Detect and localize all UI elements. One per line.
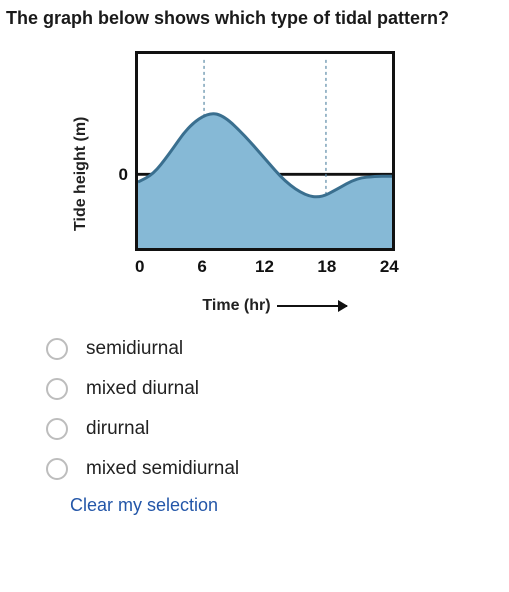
x-tick: 18: [317, 257, 336, 277]
x-tick-labels: 06121824: [135, 257, 395, 279]
option-label: mixed semidiurnal: [86, 458, 239, 480]
x-tick: 12: [255, 257, 274, 277]
option-row[interactable]: mixed diurnal: [46, 369, 509, 409]
radio-icon[interactable]: [46, 418, 68, 440]
x-tick: 6: [197, 257, 206, 277]
option-row[interactable]: semidiurnal: [46, 329, 509, 369]
chart-container: Tide height (m) 0 0 6 12 18 24 Time (hr): [0, 33, 509, 317]
option-label: semidiurnal: [86, 338, 183, 360]
x-tick: 0: [135, 257, 144, 277]
options-list: semidiurnal mixed diurnal dirurnal mixed…: [0, 317, 509, 489]
clear-selection-link[interactable]: Clear my selection: [0, 489, 509, 516]
chart-inner: Tide height (m) 0 06121824 Time (hr): [95, 51, 415, 311]
x-axis-label: Time (hr): [202, 297, 270, 315]
y-axis-label: Tide height (m): [72, 117, 90, 231]
option-label: mixed diurnal: [86, 378, 199, 400]
arrow-right-icon: [277, 305, 347, 307]
option-label: dirurnal: [86, 418, 149, 440]
plot-svg: [138, 54, 392, 248]
radio-icon[interactable]: [46, 458, 68, 480]
y-zero-label: 0: [119, 165, 128, 185]
radio-icon[interactable]: [46, 378, 68, 400]
option-row[interactable]: dirurnal: [46, 409, 509, 449]
plot-box: [135, 51, 395, 251]
x-axis-label-row: Time (hr): [135, 297, 415, 315]
radio-icon[interactable]: [46, 338, 68, 360]
x-tick: 24: [380, 257, 399, 277]
question-text: The graph below shows which type of tida…: [0, 0, 509, 33]
option-row[interactable]: mixed semidiurnal: [46, 449, 509, 489]
